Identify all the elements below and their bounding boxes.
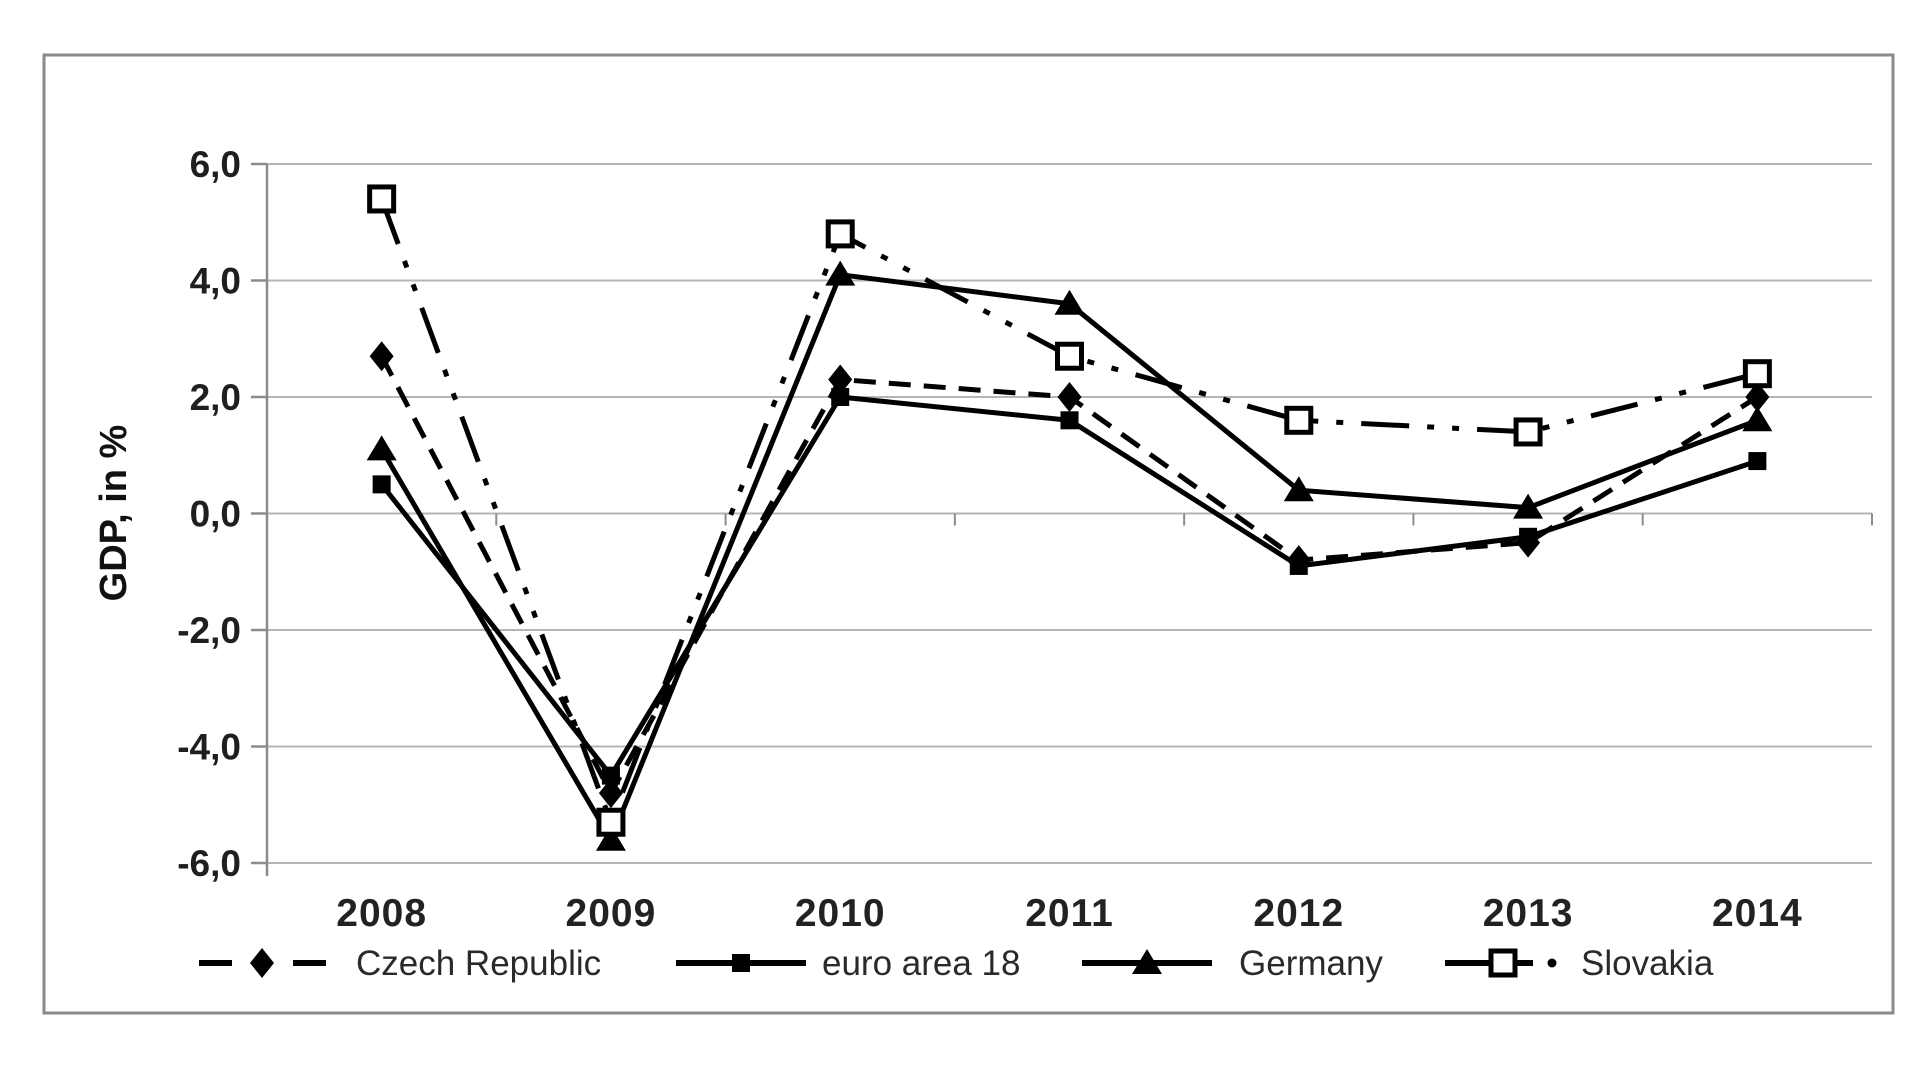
point-marker-euro-area-18 xyxy=(1289,556,1308,575)
legend-label-germany: Germany xyxy=(1239,944,1383,983)
point-marker-germany xyxy=(825,260,856,286)
point-marker-czech-republic xyxy=(1745,382,1770,412)
point-marker-slovakia xyxy=(367,184,397,214)
chart-frame xyxy=(42,53,1895,1015)
point-marker-euro-area-18 xyxy=(1748,452,1767,471)
point-marker-slovakia xyxy=(1513,417,1543,447)
point-marker-czech-republic xyxy=(369,341,394,372)
legend-marker-czech-republic xyxy=(250,948,274,978)
y-tick-label: -2,0 xyxy=(177,610,241,651)
point-marker-slovakia xyxy=(825,219,855,249)
legend-label-euro-area-18: euro area 18 xyxy=(822,944,1020,983)
x-tick-label: 2014 xyxy=(1712,892,1803,935)
y-tick-label: 2,0 xyxy=(190,377,241,418)
point-marker-euro-area-18 xyxy=(831,388,850,406)
legend-marker-germany xyxy=(1132,949,1162,974)
x-tick-label: 2011 xyxy=(1025,892,1114,935)
point-marker-germany xyxy=(1742,406,1773,432)
point-marker-euro-area-18 xyxy=(372,475,391,494)
point-marker-czech-republic xyxy=(1057,382,1082,412)
point-marker-euro-area-18 xyxy=(1060,411,1079,430)
x-tick-label: 2010 xyxy=(795,892,886,935)
y-tick-label: 6,0 xyxy=(190,144,241,185)
point-marker-czech-republic xyxy=(828,364,853,395)
y-tick-label: -6,0 xyxy=(177,843,241,884)
x-tick-label: 2012 xyxy=(1253,892,1344,935)
point-marker-slovakia xyxy=(1742,359,1772,389)
point-marker-slovakia xyxy=(1055,341,1084,371)
point-marker-euro-area-18 xyxy=(1519,527,1538,546)
legend-label-slovakia: Slovakia xyxy=(1581,944,1714,983)
legend-label-czech-republic: Czech Republic xyxy=(356,944,601,983)
x-tick-label: 2013 xyxy=(1483,892,1574,935)
point-marker-slovakia xyxy=(596,807,626,837)
y-tick-label: 0,0 xyxy=(190,494,241,535)
y-tick-label: -4,0 xyxy=(177,727,241,768)
point-marker-germany xyxy=(366,435,397,461)
legend-marker-slovakia xyxy=(1488,948,1518,978)
point-marker-germany xyxy=(1283,476,1314,502)
x-tick-label: 2008 xyxy=(336,892,427,935)
point-marker-slovakia xyxy=(1284,405,1314,435)
legend-marker-euro-area-18 xyxy=(732,954,750,972)
y-axis-title: GDP, in % xyxy=(93,425,135,602)
point-marker-germany xyxy=(1513,493,1544,519)
legend-marker-slovakia-dot xyxy=(1547,958,1557,968)
point-marker-czech-republic xyxy=(598,778,623,809)
chart-plot-area: 6,0 4,0 2,0 0,0 -2,0 -4,0 -6,0 2008 2009 2010 2011… xyxy=(42,53,1895,1015)
point-marker-euro-area-18 xyxy=(601,766,620,785)
y-tick-label: 4,0 xyxy=(190,261,241,302)
x-tick-label: 2009 xyxy=(566,892,657,935)
point-marker-germany xyxy=(595,825,626,851)
point-marker-germany xyxy=(1054,289,1085,315)
